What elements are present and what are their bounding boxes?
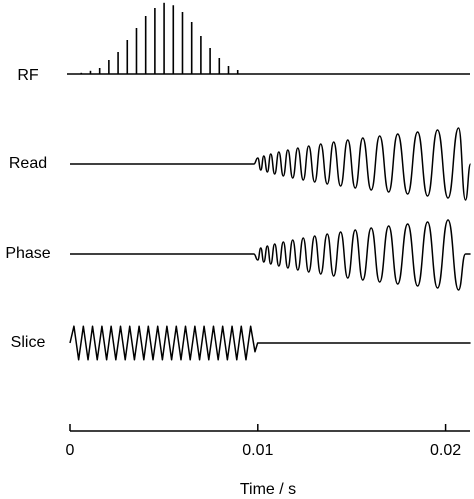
trace-label: Read — [9, 155, 47, 172]
trace-label: RF — [17, 67, 39, 84]
waveform — [70, 219, 471, 291]
x-tick-label: 0.02 — [430, 442, 461, 459]
trace-label: Phase — [5, 245, 50, 262]
waveform — [70, 127, 472, 201]
x-tick-label: 0 — [66, 442, 75, 459]
x-tick-label: 0.01 — [242, 442, 273, 459]
trace-label: Slice — [11, 334, 46, 351]
x-axis-label: Time / s — [240, 481, 296, 498]
waveform — [69, 325, 471, 361]
